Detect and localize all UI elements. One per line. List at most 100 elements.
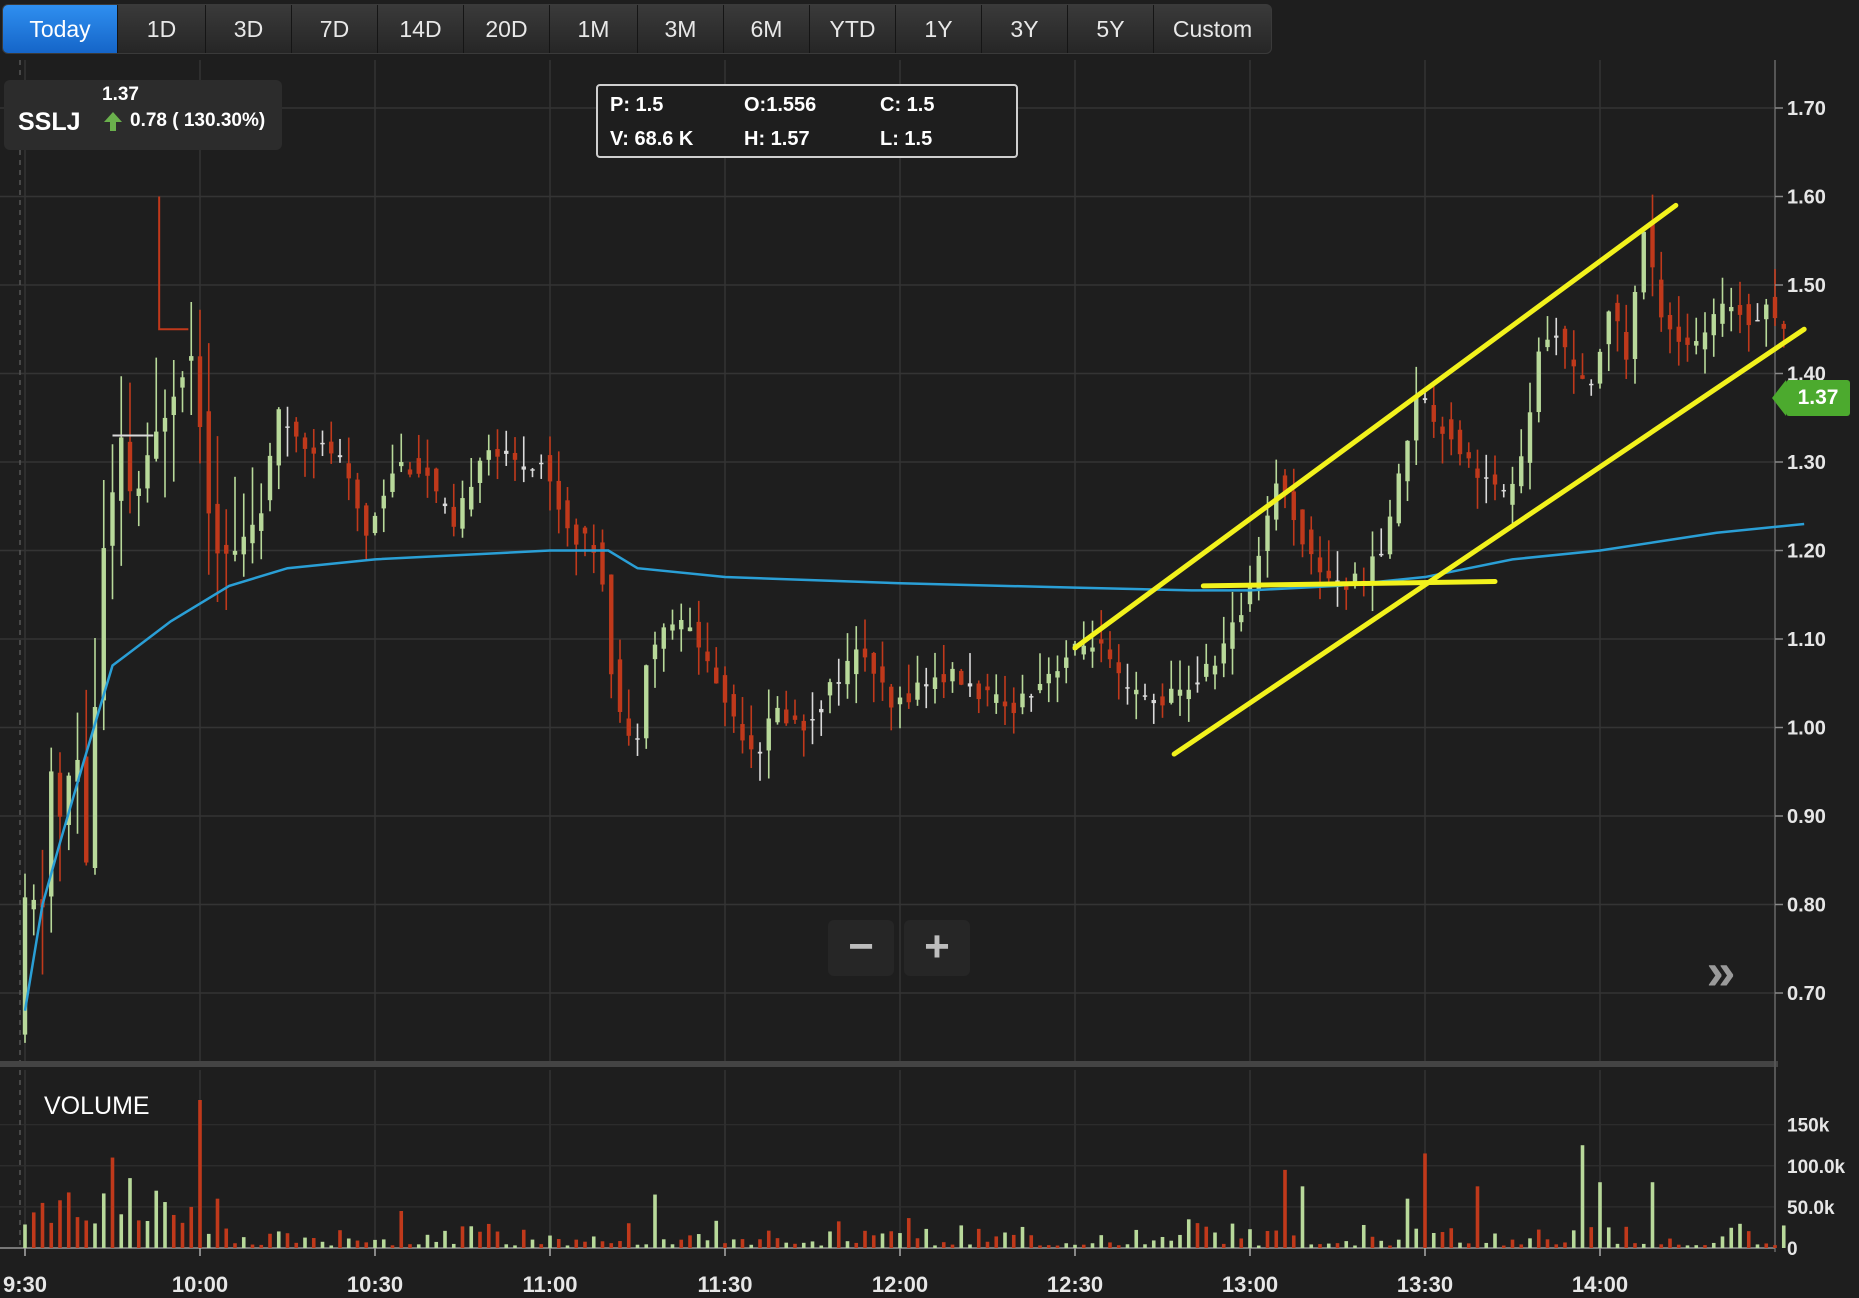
volume-bar <box>670 1244 675 1248</box>
volume-bar <box>294 1242 299 1248</box>
candle-body <box>49 771 54 897</box>
candle-body <box>57 772 63 817</box>
y-tick-label: 1.60 <box>1787 187 1826 209</box>
candle-body <box>994 694 999 703</box>
candle-body <box>1746 304 1751 326</box>
candle-body <box>1011 702 1016 714</box>
double-chevron-right-icon[interactable]: » <box>1706 943 1736 1001</box>
volume-bar <box>390 1245 395 1248</box>
tab-1m[interactable]: 1M <box>550 5 638 53</box>
candle-body <box>119 437 124 501</box>
volume-bar <box>1370 1236 1375 1248</box>
ohlc-open: O:1.556 <box>744 94 817 116</box>
candle-body <box>906 693 911 703</box>
candle-body <box>1055 671 1060 678</box>
candle-body <box>197 356 203 428</box>
volume-bar <box>810 1241 815 1248</box>
candle-body <box>495 449 500 457</box>
candle-body <box>862 648 868 658</box>
tab-3y[interactable]: 3Y <box>982 5 1068 53</box>
volume-bar <box>1318 1244 1322 1248</box>
candle-body <box>880 666 885 683</box>
volume-bar <box>259 1244 264 1248</box>
volume-bar <box>1423 1153 1427 1248</box>
tab-today[interactable]: Today <box>3 5 118 53</box>
tab-3m[interactable]: 3M <box>638 5 724 53</box>
volume-bar <box>635 1244 640 1248</box>
tab-5y[interactable]: 5Y <box>1068 5 1154 53</box>
volume-bar <box>1029 1235 1034 1248</box>
candle-body <box>609 574 614 675</box>
volume-bar <box>233 1243 237 1248</box>
candle-body <box>1204 663 1209 677</box>
candle-body <box>1090 647 1095 652</box>
volume-bar <box>600 1241 605 1248</box>
volume-bar <box>1405 1198 1410 1248</box>
volume-bar <box>1773 1245 1777 1248</box>
tab-6m[interactable]: 6M <box>724 5 810 53</box>
candle-body <box>1160 696 1165 706</box>
volume-bar <box>1064 1243 1069 1248</box>
candle-body <box>1405 440 1410 482</box>
volume-bar <box>661 1239 666 1248</box>
candle-body <box>31 899 36 910</box>
volume-bar <box>1248 1229 1252 1248</box>
candle-body <box>792 715 798 720</box>
tab-1y[interactable]: 1Y <box>896 5 982 53</box>
candle-body <box>22 897 28 1035</box>
zoom-in-button[interactable]: + <box>904 920 970 976</box>
volume-bar <box>880 1233 885 1248</box>
ticker-summary: 1.37 SSLJ 0.78 ( 130.30%) <box>4 80 282 150</box>
candle-body <box>1711 314 1716 336</box>
volume-bar <box>381 1239 386 1248</box>
volume-bar <box>1038 1245 1042 1248</box>
candle-body <box>1650 224 1655 268</box>
volume-bar <box>1125 1244 1130 1248</box>
candle-body <box>635 738 640 740</box>
tab-custom[interactable]: Custom <box>1172 16 1253 42</box>
tab-7d[interactable]: 7D <box>292 5 378 53</box>
candle-body <box>390 473 395 492</box>
tab-ytd[interactable]: YTD <box>810 5 896 53</box>
zoom-out-button[interactable]: − <box>828 920 894 976</box>
volume-bar <box>1729 1227 1734 1248</box>
candle-body <box>985 686 990 691</box>
volume-bar <box>1414 1228 1419 1248</box>
ticker-change: 0.78 ( 130.30%) <box>130 110 266 131</box>
volume-bar <box>408 1244 412 1248</box>
volume-bar <box>241 1237 246 1248</box>
candle-body <box>1431 405 1436 422</box>
tab-3d[interactable]: 3D <box>206 5 292 53</box>
volume-bar <box>924 1228 929 1248</box>
tab-20d[interactable]: 20D <box>464 5 550 53</box>
volume-bar <box>854 1242 859 1248</box>
candle-body <box>1151 700 1156 704</box>
volume-bar <box>1475 1186 1480 1248</box>
candle-body <box>1676 326 1681 342</box>
volume-bar <box>504 1244 509 1248</box>
candle-body <box>1694 341 1699 346</box>
volume-bar <box>31 1212 36 1248</box>
volume-tick-label: 100.0k <box>1787 1157 1846 1178</box>
candle-body <box>1317 557 1323 573</box>
volume-bar <box>863 1230 867 1248</box>
candle-body <box>1414 396 1419 441</box>
tab-14d[interactable]: 14D <box>378 5 464 53</box>
candle-body <box>451 506 456 527</box>
volume-bar <box>416 1244 421 1248</box>
candle-body <box>311 447 316 454</box>
volume-bar <box>688 1235 692 1248</box>
candle-body <box>302 437 308 449</box>
candle-body <box>696 621 701 648</box>
volume-bar <box>1545 1239 1550 1248</box>
candle-body <box>381 495 386 509</box>
volume-bar <box>495 1231 500 1248</box>
tab-1d[interactable]: 1D <box>118 5 206 53</box>
candle-body <box>1116 662 1121 674</box>
candle-body <box>1134 689 1139 695</box>
candle-body <box>722 675 728 703</box>
candle-body <box>407 469 413 475</box>
volume-bar <box>906 1218 911 1248</box>
volume-bar <box>1055 1245 1060 1248</box>
